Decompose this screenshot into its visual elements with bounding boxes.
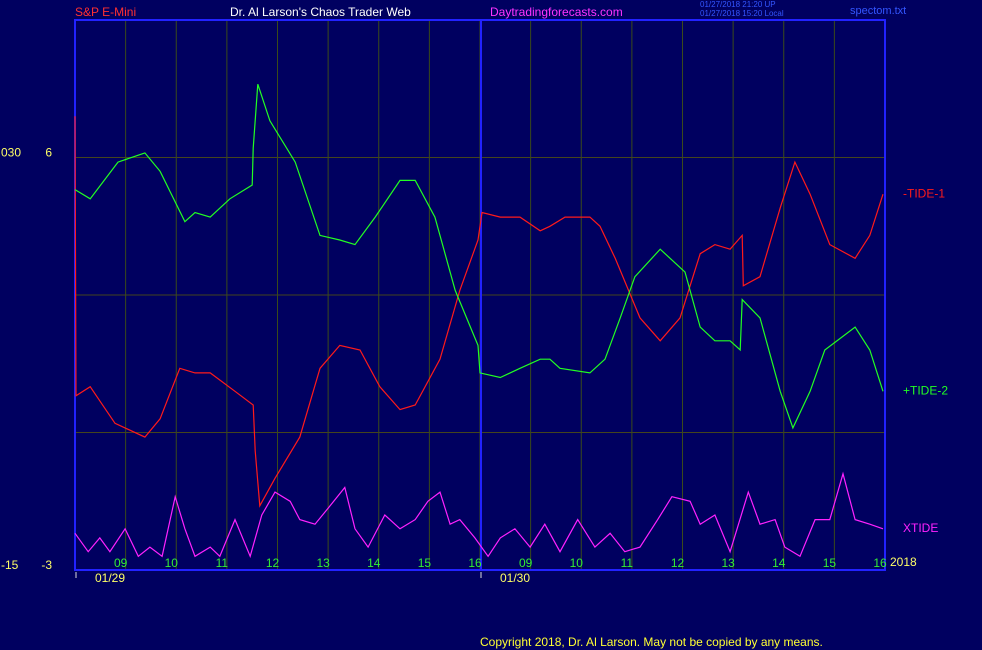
time-stamp: 01/27/2018 21:20 UP <box>700 0 776 9</box>
y2-tick-label: 030 <box>1 146 21 160</box>
series-line <box>74 116 884 508</box>
x-tick-label: 13 <box>721 556 735 570</box>
x-tick-label: 11 <box>216 556 229 570</box>
x-tick-label: 16 <box>468 556 482 570</box>
x-tick-label: 16 <box>873 556 887 570</box>
series-label: -TIDE-1 <box>903 186 945 200</box>
website-label: Daytradingforecasts.com <box>490 5 623 19</box>
date-label: 01/29 <box>95 571 125 585</box>
x-tick-label: 12 <box>671 556 685 570</box>
time-stamp: 01/27/2018 15:20 Local <box>700 9 784 18</box>
y-tick-label: 6 <box>45 146 52 160</box>
copyright: Copyright 2018, Dr. Al Larson. May not b… <box>480 635 823 649</box>
series-label: +TIDE-2 <box>903 383 948 397</box>
series-line <box>74 471 884 559</box>
x-tick-label: 11 <box>621 556 634 570</box>
x-tick-label: 10 <box>570 556 584 570</box>
x-tick-label: 15 <box>823 556 837 570</box>
file-label: spectom.txt <box>850 5 906 17</box>
series-line <box>74 84 884 430</box>
x-tick-label: 09 <box>114 556 128 570</box>
date-label: 01/30 <box>500 571 530 585</box>
plot-frame <box>74 19 886 571</box>
x-tick-label: 13 <box>316 556 330 570</box>
x-tick-label: 12 <box>266 556 280 570</box>
instrument-label: S&P E-Mini <box>75 5 136 19</box>
chart-title: Dr. Al Larson's Chaos Trader Web <box>230 5 411 19</box>
y2-tick-label: -15 <box>1 558 19 572</box>
x-tick-label: 09 <box>519 556 533 570</box>
year-label: 2018 <box>890 555 917 569</box>
x-tick-label: 14 <box>367 556 381 570</box>
series-label: XTIDE <box>903 521 938 535</box>
x-tick-label: 15 <box>418 556 432 570</box>
x-tick-label: 10 <box>165 556 179 570</box>
x-tick-label: 14 <box>772 556 786 570</box>
y-tick-label: -3 <box>41 558 52 572</box>
